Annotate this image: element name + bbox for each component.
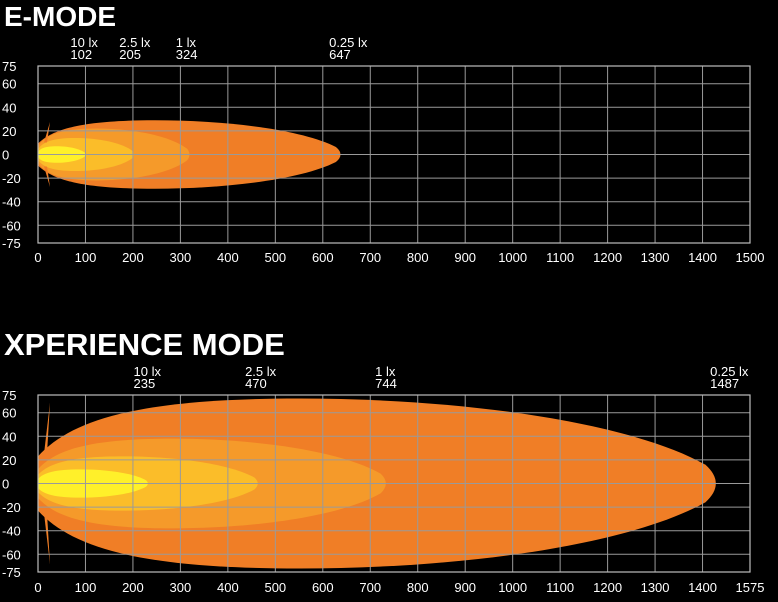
y-tick-label: 60 [2,406,16,421]
x-tick-label: 1500 [736,250,765,265]
marker-distance-label: 1487 [710,376,739,391]
marker-distance-label: 647 [329,47,351,62]
chart-title: E-MODE [4,1,116,32]
y-tick-label: -75 [2,236,21,251]
marker-lux-label: 2.5 lx [245,364,277,379]
plot-frame [37,65,751,244]
x-tick-label: 200 [122,250,144,265]
x-tick-label: 900 [454,580,476,595]
marker-lux-label: 2.5 lx [119,35,151,50]
y-tick-label: 20 [2,453,16,468]
marker-lux-label: 1 lx [375,364,396,379]
x-tick-label: 400 [217,580,239,595]
x-tick-label: 1200 [593,250,622,265]
x-tick-label: 0 [34,250,41,265]
marker-lux-label: 1 lx [176,35,197,50]
marker-lux-label: 10 lx [134,364,162,379]
y-tick-label: -40 [2,524,21,539]
y-tick-label: 0 [2,477,9,492]
y-tick-label: 75 [2,59,16,74]
x-tick-label: 500 [264,250,286,265]
x-tick-label: 1000 [498,250,527,265]
marker-distance-label: 235 [134,376,156,391]
x-tick-label: 700 [359,580,381,595]
y-tick-label: -20 [2,500,21,515]
marker-lux-label: 0.25 lx [329,35,368,50]
y-tick-label: -20 [2,171,21,186]
beam-spill [44,402,50,454]
x-tick-label: 300 [170,580,192,595]
y-tick-label: 40 [2,100,16,115]
y-tick-label: 0 [2,148,9,163]
chart-title: XPERIENCE MODE [4,327,285,362]
marker-lux-label: 10 lx [70,35,98,50]
x-tick-label: 1100 [546,250,574,265]
x-tick-label: 100 [75,580,97,595]
marker-distance-label: 744 [375,376,397,391]
x-tick-label: 300 [170,250,192,265]
y-tick-label: 60 [2,77,16,92]
beam-spill [44,121,50,143]
y-tick-label: 40 [2,429,16,444]
x-tick-label: 400 [217,250,239,265]
x-tick-label: 1300 [641,250,670,265]
x-tick-label: 600 [312,250,334,265]
x-tick-label: 1200 [593,580,622,595]
x-tick-label: 500 [264,580,286,595]
beam-spill [44,513,50,565]
x-tick-label: 200 [122,580,144,595]
marker-distance-label: 470 [245,376,267,391]
x-tick-label: 1300 [641,580,670,595]
x-tick-label: 800 [407,580,429,595]
x-tick-label: 1100 [546,580,574,595]
x-tick-label: 700 [359,250,381,265]
x-tick-label: 1000 [498,580,527,595]
x-tick-label: 800 [407,250,429,265]
y-tick-label: -60 [2,218,21,233]
y-tick-label: -40 [2,195,21,210]
y-tick-label: 75 [2,388,16,403]
marker-distance-label: 102 [70,47,92,62]
marker-lux-label: 0.25 lx [710,364,749,379]
x-tick-label: 1575 [736,580,765,595]
x-tick-label: 900 [454,250,476,265]
plot-frame [37,394,751,573]
y-tick-label: -75 [2,565,21,580]
x-tick-label: 100 [75,250,97,265]
x-tick-label: 0 [34,580,41,595]
marker-distance-label: 205 [119,47,141,62]
marker-distance-label: 324 [176,47,198,62]
y-tick-label: -60 [2,547,21,562]
x-tick-label: 600 [312,580,334,595]
y-tick-label: 20 [2,124,16,139]
beam-spill [44,166,50,188]
x-tick-label: 1400 [688,580,717,595]
x-tick-label: 1400 [688,250,717,265]
